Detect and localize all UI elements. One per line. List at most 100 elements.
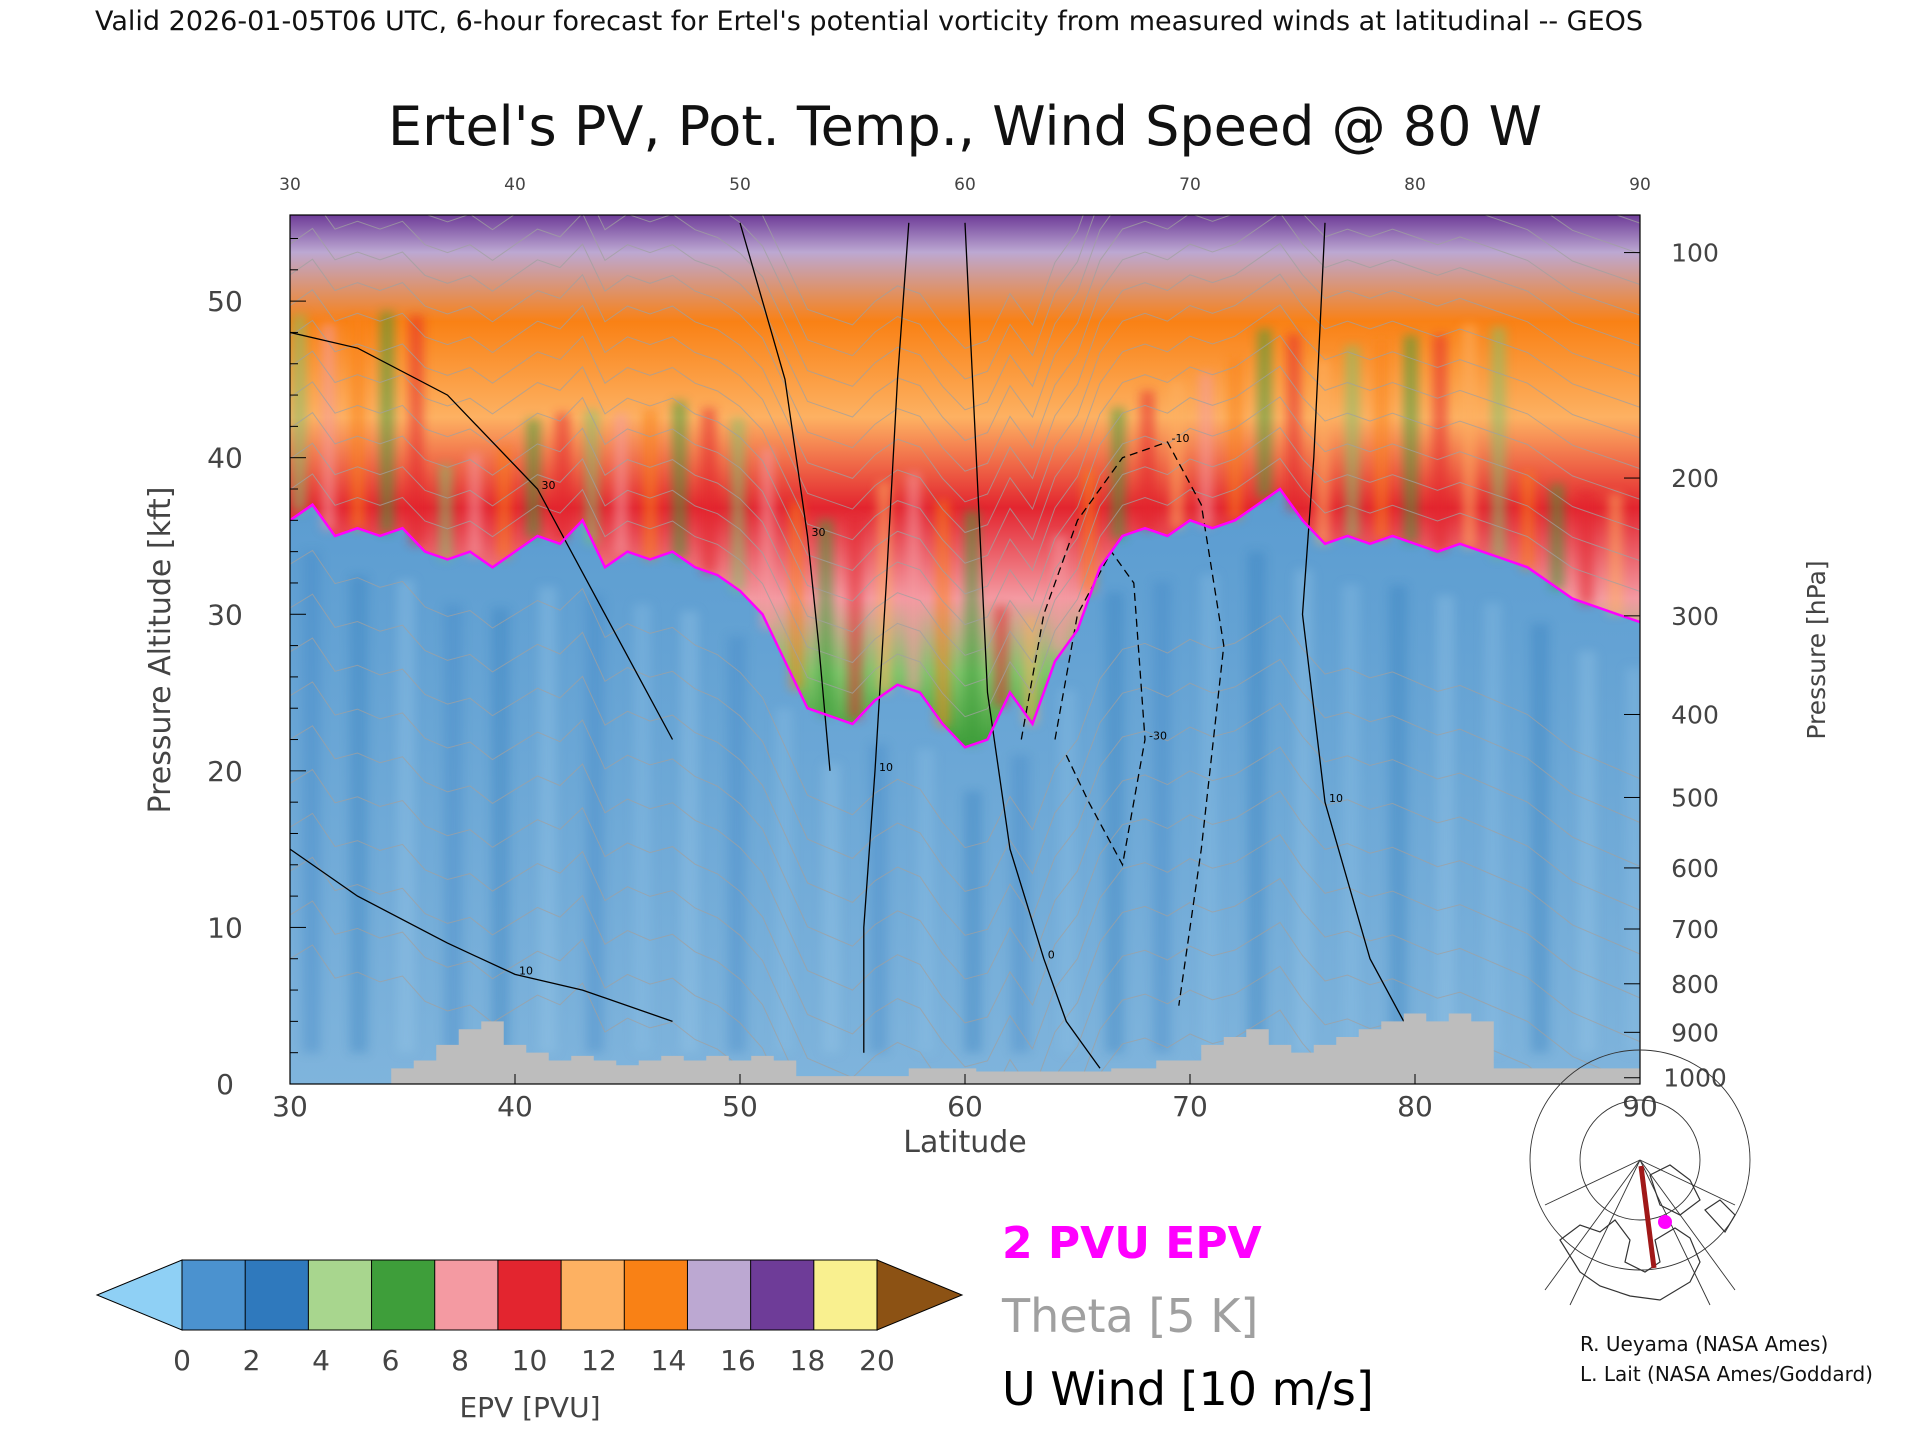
- theta-contour: [290, 593, 1640, 892]
- theta-contour: [290, 273, 1640, 534]
- pv-streak: [321, 323, 336, 530]
- y-tick-label: 20: [207, 755, 243, 788]
- theta-contour: [290, 637, 1640, 936]
- pv-streak: [380, 311, 394, 533]
- u-wind-contour: [863, 222, 910, 1053]
- colorbar-segment: [434, 1259, 499, 1331]
- location-map-inset: [1529, 1049, 1751, 1306]
- pressure-tick-label: 400: [1671, 700, 1719, 729]
- pv-streak: [1153, 581, 1171, 1053]
- y2-axis-label: Pressure [hPa]: [1802, 560, 1831, 739]
- colorbar-tick-label: 2: [243, 1344, 261, 1377]
- pv-streak: [491, 608, 510, 1053]
- y-tick-label: 0: [216, 1068, 234, 1101]
- theta-contour: [290, 365, 1640, 626]
- colorbar-segment: [181, 1259, 247, 1331]
- top-tick-label: 40: [504, 175, 526, 195]
- pv-streak: [1058, 689, 1077, 1053]
- u-wind-contour: [290, 848, 673, 1023]
- y-tick-label: 10: [207, 911, 243, 944]
- epv-colorbar: 0 2 4 6 8 10 12 14 16 18 20: [95, 1259, 964, 1377]
- legend: 2 PVU EPV Theta [5 K] U Wind [10 m/s]: [1001, 1218, 1374, 1416]
- u-wind-contour-label: -10: [1172, 432, 1190, 445]
- theta-contour: [290, 681, 1640, 980]
- legend-entry: U Wind [10 m/s]: [1002, 1362, 1374, 1416]
- pv-streak: [643, 409, 658, 559]
- colorbar-tick-label: 0: [173, 1344, 191, 1377]
- pv-streak: [444, 604, 463, 1053]
- u-wind-contour-label: 10: [1329, 792, 1343, 805]
- pv-streak: [965, 510, 979, 745]
- theta-contour: [290, 334, 1640, 595]
- pv-streak: [1247, 551, 1266, 1053]
- pv-streak: [1483, 602, 1502, 1053]
- theta-contour: [290, 426, 1640, 687]
- pv-texture: [292, 311, 1640, 1053]
- theta-contour: [426, 215, 1640, 411]
- theta-contour: [761, 215, 1640, 349]
- theta-contour: [290, 304, 1640, 564]
- pv-streak: [1491, 327, 1506, 558]
- theta-contour: [290, 812, 1640, 1084]
- plot-area: 0 10 10 30 30 10 -10 -30: [289, 214, 1641, 1085]
- pv-streak: [1199, 372, 1213, 527]
- legend-entry: 2 PVU EPV: [1002, 1218, 1262, 1269]
- u-wind-contour: [964, 222, 1101, 1069]
- pv-streak: [1531, 623, 1549, 1053]
- pressure-tick-label: 900: [1671, 1018, 1719, 1047]
- pv-streak: [467, 453, 482, 557]
- pv-streak: [1389, 585, 1408, 1053]
- header-text: Valid 2026-01-05T06 UTC, 6-hour forecast…: [95, 6, 1643, 37]
- theta-contour: [290, 457, 1640, 718]
- colorbar-segment: [244, 1259, 310, 1331]
- pv-streak: [1436, 595, 1455, 1053]
- colorbar-tick-label: 10: [512, 1344, 548, 1377]
- pv-streak: [1579, 491, 1594, 605]
- pv-streak: [680, 611, 699, 1053]
- theta-contour: [290, 215, 1640, 472]
- x-tick-label: 80: [1397, 1090, 1433, 1123]
- pv-streak: [935, 500, 950, 727]
- theta-contour: [728, 215, 1640, 380]
- x-tick-label: 30: [272, 1090, 308, 1123]
- pv-streak: [1286, 333, 1301, 511]
- colorbar-segment: [497, 1259, 563, 1331]
- x-tick-label: 60: [947, 1090, 983, 1123]
- top-tick-label: 60: [954, 175, 976, 195]
- colorbar-segment: [686, 1259, 752, 1331]
- pv-streak: [1257, 328, 1272, 499]
- terrain-mask: [290, 1013, 1640, 1084]
- x-axis-label: Latitude: [903, 1125, 1026, 1160]
- pv-streak: [760, 448, 775, 629]
- pv-streak: [1342, 584, 1360, 1053]
- colorbar-segment: [750, 1259, 815, 1331]
- chart-title: Ertel's PV, Pot. Temp., Wind Speed @ 80 …: [388, 95, 1542, 158]
- pv-streak: [916, 748, 935, 1053]
- pv-streak: [1111, 408, 1126, 540]
- theta-contour: [290, 396, 1640, 656]
- pv-streak: [1140, 390, 1155, 530]
- pv-streak: [877, 481, 892, 693]
- pv-streak: [584, 409, 599, 544]
- pv-streak: [1345, 345, 1360, 539]
- u-wind-contour-label: -30: [1149, 730, 1167, 743]
- pv-streak: [1578, 651, 1597, 1053]
- top-tick-label: 90: [1629, 175, 1651, 195]
- theta-contour: [290, 725, 1640, 1024]
- colorbar-tick-label: 8: [451, 1344, 469, 1377]
- theta-contour: [290, 856, 1638, 1084]
- pressure-tick-label: 700: [1671, 915, 1719, 944]
- u-wind-contour-label: 30: [812, 526, 826, 539]
- stratosphere-field: [290, 215, 1640, 748]
- u-wind-contour-label: 10: [519, 964, 533, 977]
- tropopause-2pvu-line: [290, 487, 1640, 749]
- pv-streak: [1011, 755, 1030, 1053]
- u-wind-contour-label: 10: [879, 761, 893, 774]
- pv-streak: [869, 744, 888, 1053]
- pv-streak: [1374, 339, 1389, 540]
- legend-entry: Theta [5 K]: [1001, 1289, 1258, 1343]
- x-tick-label: 90: [1622, 1090, 1658, 1123]
- colorbar-tick-label: 4: [312, 1344, 330, 1377]
- top-tick-label: 70: [1179, 175, 1201, 195]
- pressure-tick-label: 100: [1671, 239, 1719, 268]
